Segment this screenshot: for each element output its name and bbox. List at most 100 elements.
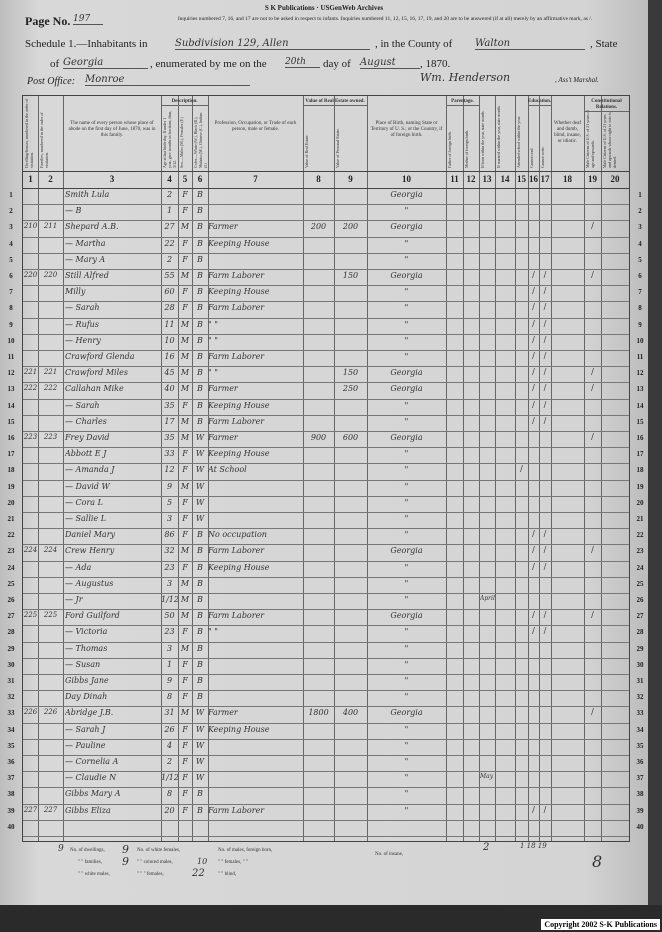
cell-occ: Farmer bbox=[208, 708, 238, 718]
affirmative-mark-col-17: / bbox=[543, 318, 547, 328]
cell-name: — Sallie L bbox=[65, 514, 107, 523]
row-number-left: 30 bbox=[7, 660, 15, 669]
cell-occ: " " bbox=[208, 335, 218, 345]
affirmative-mark-col-16: / bbox=[532, 529, 535, 539]
cell-occ: Keeping House bbox=[208, 562, 270, 572]
header-col-12: Mother of foreign birth. bbox=[464, 129, 469, 168]
header-divider bbox=[23, 171, 629, 172]
cell-f: 225 bbox=[43, 611, 58, 620]
cell-occ: Farm Laborer bbox=[208, 611, 265, 621]
cell-color: B bbox=[197, 562, 203, 572]
cell-name: Ford Guilford bbox=[65, 611, 120, 621]
column-number-7: 7 bbox=[253, 174, 258, 184]
cell-birth: " bbox=[404, 562, 409, 572]
cell-pe: 150 bbox=[342, 271, 359, 280]
cell-birth: " bbox=[404, 449, 409, 459]
affirmative-mark-col-19: / bbox=[591, 367, 594, 377]
cell-age: 1 bbox=[166, 659, 173, 669]
cell-birth: " bbox=[404, 676, 409, 685]
cell-occ: Keeping House bbox=[208, 449, 270, 459]
row-divider bbox=[23, 382, 629, 384]
column-divider bbox=[446, 96, 447, 841]
row-number-right: 32 bbox=[636, 693, 644, 702]
row-number-right: 15 bbox=[636, 417, 644, 426]
cell-f: 223 bbox=[43, 433, 58, 441]
column-number-11: 11 bbox=[450, 174, 459, 184]
header-col-17: Cannot write. bbox=[540, 146, 545, 168]
row-number-right: 25 bbox=[636, 579, 644, 588]
affirmative-mark-col-16: / bbox=[532, 334, 535, 344]
cell-name: — Thomas bbox=[65, 643, 108, 653]
cell-f: 226 bbox=[43, 708, 58, 717]
cell-sex: M bbox=[180, 546, 190, 556]
cell-sex: F bbox=[182, 206, 188, 216]
row-number-right: 28 bbox=[636, 628, 644, 637]
copyright-notice: Copyright 2002 S-K Publications bbox=[541, 919, 660, 930]
cell-sex: F bbox=[182, 190, 188, 199]
affirmative-mark-col-17: / bbox=[543, 399, 547, 409]
cell-color: B bbox=[197, 530, 203, 540]
header-col-9: Value of Personal Estate. bbox=[335, 128, 340, 168]
white-males-label: " " white males, bbox=[78, 872, 110, 877]
colored-males-count: 10 bbox=[197, 857, 208, 866]
colored-females-label: " " " females, bbox=[137, 872, 164, 877]
row-number-right: 30 bbox=[636, 660, 644, 669]
row-number-left: 37 bbox=[7, 774, 15, 783]
row-number-left: 19 bbox=[7, 482, 15, 491]
white-females-label: No. of white females, bbox=[137, 848, 181, 853]
day-of-label: day of bbox=[323, 58, 351, 70]
row-divider bbox=[23, 333, 629, 335]
row-number-right: 36 bbox=[636, 758, 644, 766]
row-divider bbox=[23, 641, 629, 643]
row-divider bbox=[23, 447, 629, 449]
cell-birth: Georgia bbox=[390, 222, 423, 232]
cell-occ: No occupation bbox=[208, 530, 267, 540]
header-col-3: The name of every person whose place of … bbox=[68, 121, 156, 138]
column-number-6: 6 bbox=[197, 174, 203, 184]
affirmative-mark-col-16: / bbox=[532, 561, 535, 571]
cell-name: Shepard A.B. bbox=[65, 222, 119, 232]
cell-name: Callahan Mike bbox=[65, 384, 124, 394]
cell-occ: Farm Laborer bbox=[208, 303, 265, 313]
cell-birth: " bbox=[404, 416, 409, 426]
row-divider bbox=[23, 301, 629, 303]
header-divider bbox=[23, 188, 629, 189]
cell-color: W bbox=[195, 724, 205, 734]
cell-d: 222 bbox=[23, 384, 38, 393]
affirmative-mark-col-17: / bbox=[543, 270, 547, 279]
cell-birth-month: April bbox=[480, 595, 495, 602]
foreign-males-label: No. of males, foreign born, bbox=[218, 848, 273, 853]
cell-birth: " bbox=[404, 724, 409, 734]
cell-sex: F bbox=[182, 400, 188, 410]
page-no: 197 bbox=[73, 14, 103, 25]
column-divider bbox=[601, 96, 602, 841]
column-divider bbox=[38, 96, 39, 841]
column-number-8: 8 bbox=[316, 174, 321, 184]
marshal-label: , Ass't Marshal. bbox=[555, 76, 599, 84]
cell-color: B bbox=[197, 578, 203, 588]
column-number-12: 12 bbox=[466, 174, 476, 184]
col19-total: 8 bbox=[592, 852, 603, 871]
row-divider bbox=[23, 544, 629, 546]
affirmative-mark-col-16: / bbox=[532, 399, 535, 409]
row-number-right: 1 bbox=[638, 191, 642, 199]
affirmative-mark-col-19: / bbox=[591, 221, 594, 231]
header-col-15: Attended school within the year. bbox=[516, 116, 521, 168]
cell-sex: M bbox=[180, 433, 190, 442]
row-number-right: 12 bbox=[636, 369, 644, 378]
row-number-left: 24 bbox=[7, 563, 15, 572]
cell-name: — Sarah bbox=[65, 303, 100, 313]
row-number-left: 22 bbox=[7, 531, 15, 540]
cell-sex: M bbox=[180, 335, 190, 345]
affirmative-mark-col-17: / bbox=[543, 286, 547, 296]
cell-color: W bbox=[195, 449, 205, 459]
row-number-right: 23 bbox=[636, 547, 644, 556]
row-number-right: 7 bbox=[638, 288, 642, 297]
column-divider bbox=[334, 96, 335, 841]
row-divider bbox=[23, 252, 629, 254]
column-divider bbox=[539, 96, 540, 841]
column-divider bbox=[551, 96, 552, 841]
cell-sex: M bbox=[180, 578, 190, 588]
cell-age: 11 bbox=[164, 319, 175, 329]
row-number-left: 20 bbox=[7, 498, 15, 507]
